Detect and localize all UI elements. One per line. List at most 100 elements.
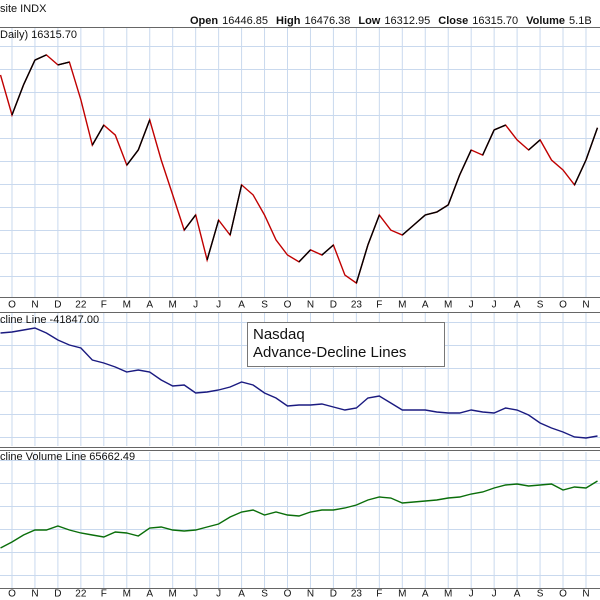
quote-value: 16446.85 xyxy=(222,15,268,27)
x-tick-label: A xyxy=(238,300,245,311)
quote-label: Volume xyxy=(526,15,565,27)
x-tick-label: J xyxy=(469,300,474,311)
x-tick-label: O xyxy=(559,589,567,600)
x-tick-label: S xyxy=(537,300,544,311)
x-tick-label: M xyxy=(398,300,406,311)
up-segment xyxy=(91,124,105,146)
x-tick-label: M xyxy=(444,589,452,600)
up-segment xyxy=(321,244,334,256)
up-segment xyxy=(585,127,599,161)
x-tick-label: F xyxy=(101,589,107,600)
x-tick-label: D xyxy=(54,589,61,600)
x-tick-label: D xyxy=(54,300,61,311)
quote-text: Open 16446.85 High 16476.38 Low 16312.95 Close… xyxy=(190,15,600,27)
up-segment xyxy=(401,224,415,236)
x-tick-label: J xyxy=(216,589,221,600)
grid-pattern xyxy=(0,451,600,588)
up-segment xyxy=(413,214,426,226)
up-segment xyxy=(493,124,506,131)
background xyxy=(0,28,600,588)
x-tick-label: F xyxy=(376,589,382,600)
quote-label: Open xyxy=(190,15,218,27)
x-tick-label: M xyxy=(123,300,131,311)
grid-pattern xyxy=(0,28,600,298)
x-tick-label: N xyxy=(31,589,38,600)
x-tick-label: 22 xyxy=(75,300,87,311)
x-tick-label: 23 xyxy=(351,589,363,600)
x-tick-label: M xyxy=(169,589,177,600)
x-tick-label: J xyxy=(492,300,497,311)
up-segment xyxy=(57,61,70,66)
x-tick-label: O xyxy=(284,589,292,600)
quote-label: Low xyxy=(358,15,380,27)
x-tick-label: A xyxy=(514,300,521,311)
up-segment xyxy=(229,184,243,236)
up-segment xyxy=(528,139,541,151)
up-segment xyxy=(482,129,495,156)
x-tick-label: 22 xyxy=(75,589,87,600)
up-segment xyxy=(137,119,151,151)
x-tick-label: N xyxy=(307,300,314,311)
quote-value: 16315.70 xyxy=(472,15,518,27)
up-segment xyxy=(355,244,369,284)
quote-value: 5.1B xyxy=(569,15,592,27)
up-segment xyxy=(436,204,449,213)
up-segment xyxy=(459,149,472,176)
quote-label: High xyxy=(276,15,301,27)
x-tick-label: S xyxy=(537,589,544,600)
x-tick-label: O xyxy=(8,300,16,311)
up-segment xyxy=(34,54,47,61)
up-segment xyxy=(183,214,197,231)
x-tick-label: D xyxy=(330,589,337,600)
annotation: Nasdaq xyxy=(253,326,305,343)
x-tick-label: F xyxy=(101,300,107,311)
x-tick-label: N xyxy=(582,589,589,600)
symbol-title: site INDX xyxy=(0,3,47,15)
legend-entry: cline Line -41847.00 xyxy=(0,314,99,326)
x-tick-label: J xyxy=(216,300,221,311)
x-tick-label: A xyxy=(146,589,153,600)
x-tick-label: O xyxy=(559,300,567,311)
x-tick-label: J xyxy=(193,589,198,600)
x-tick-label: M xyxy=(169,300,177,311)
x-tick-label: S xyxy=(261,589,268,600)
x-tick-label: A xyxy=(238,589,245,600)
up-segment xyxy=(22,59,36,86)
up-segment xyxy=(298,249,311,263)
quote-value: 16312.95 xyxy=(384,15,430,27)
x-tick-label: O xyxy=(8,589,16,600)
x-tick-label: M xyxy=(123,589,131,600)
x-tick-label: J xyxy=(492,589,497,600)
x-tick-label: D xyxy=(330,300,337,311)
series-line xyxy=(0,480,598,549)
legend-entry: cline Volume Line 65662.49 xyxy=(0,451,135,463)
x-tick-label: N xyxy=(307,589,314,600)
up-segment xyxy=(206,219,220,261)
annotation-box xyxy=(247,322,445,367)
x-tick-label: F xyxy=(376,300,382,311)
vertical-grid xyxy=(11,28,587,588)
up-segment xyxy=(11,84,25,116)
up-segment xyxy=(425,211,437,216)
x-tick-label: A xyxy=(514,589,521,600)
up-segment xyxy=(367,214,380,246)
x-tick-label: A xyxy=(422,300,429,311)
up-segment xyxy=(573,159,587,186)
series-line xyxy=(0,327,598,439)
marks xyxy=(0,54,599,549)
x-tick-label: J xyxy=(469,589,474,600)
x-tick-label: 23 xyxy=(351,300,363,311)
x-tick-label: A xyxy=(422,589,429,600)
x-tick-label: N xyxy=(582,300,589,311)
up-segment xyxy=(447,174,461,206)
quote-bar: Open 16446.85 High 16476.38 Low 16312.95 Close… xyxy=(190,15,600,27)
x-tick-label: A xyxy=(146,300,153,311)
x-tick-label: O xyxy=(284,300,292,311)
legend-entry: Daily) 16315.70 xyxy=(0,29,77,41)
quote-label: Close xyxy=(438,15,468,27)
x-tick-label: N xyxy=(31,300,38,311)
x-tick-label: M xyxy=(398,589,406,600)
x-tick-label: S xyxy=(261,300,268,311)
x-tick-label: J xyxy=(193,300,198,311)
